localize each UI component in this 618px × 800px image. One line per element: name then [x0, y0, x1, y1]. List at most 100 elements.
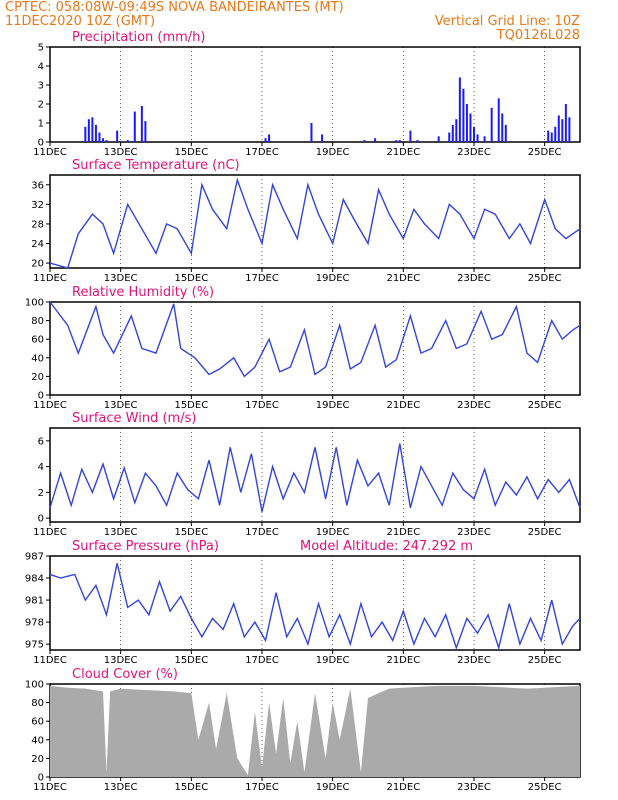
panel-5-xlabel: 17DEC [245, 655, 279, 666]
panel-2-ylabel: 28 [31, 219, 44, 230]
panel-4-ylabel: 0 [38, 514, 44, 525]
panel-6-xlabel: 23DEC [457, 782, 491, 793]
panel-6-xlabel: 11DEC [33, 782, 67, 793]
panel-5-series-line [49, 563, 581, 651]
panel-1-bar [374, 138, 377, 142]
panel-1-bar [568, 117, 571, 142]
panel-6-ylabel: 40 [31, 735, 44, 746]
panel-6-ylabel: 20 [31, 754, 44, 765]
panel-1-bar [476, 134, 479, 142]
panel-1-xlabel: 19DEC [316, 147, 350, 158]
panel-1-xlabel: 21DEC [386, 147, 420, 158]
panel-1-bar [321, 134, 324, 142]
panel-4-ylabel: 6 [38, 436, 44, 447]
panel-4-title: Surface Wind (m/s) [72, 411, 196, 426]
panel-2-xlabel: 17DEC [245, 273, 279, 284]
panel-2-title: Surface Temperature (nC) [72, 158, 240, 173]
panel-1-xlabel: 13DEC [104, 147, 138, 158]
panel-2-ylabel: 32 [31, 200, 44, 211]
panel-4-xlabel: 23DEC [457, 527, 491, 538]
panel-5-xlabel: 23DEC [457, 655, 491, 666]
panel-6-xlabel: 15DEC [174, 782, 208, 793]
panel-1-frame [49, 46, 581, 143]
panel-1-bar [497, 98, 500, 142]
panel-1-bar [140, 105, 143, 142]
panel-1-bar [490, 107, 493, 142]
panel-3-title: Relative Humidity (%) [72, 285, 214, 300]
panel-3-xlabel: 17DEC [245, 400, 279, 411]
panel-3-ylabel: 80 [31, 316, 44, 327]
panel-1-bar [448, 132, 451, 142]
panel-1-bar [116, 130, 119, 142]
panel-6-xlabel: 19DEC [316, 782, 350, 793]
panel-5-ylabel: 975 [25, 640, 44, 651]
panel-1-bar [451, 124, 454, 142]
panel-5-xlabel: 21DEC [386, 655, 420, 666]
panel-1-bar [144, 121, 147, 142]
panel-5-ylabel: 981 [25, 596, 44, 607]
panel-6-xlabel: 25DEC [528, 782, 562, 793]
panel-3-ylabel: 60 [31, 335, 44, 346]
panel-4-frame [49, 427, 581, 523]
panel-2-series-line [49, 177, 581, 269]
panel-2-xlabel: 11DEC [33, 273, 67, 284]
panel-1-bar [554, 126, 557, 142]
panel-3-ylabel: 40 [31, 353, 44, 364]
panel-1-ylabel: 5 [38, 43, 44, 54]
panel-1-xlabel: 25DEC [528, 147, 562, 158]
panel-1-ylabel: 2 [38, 100, 44, 111]
panel-1-bar [564, 104, 567, 142]
panel-2-frame [49, 174, 581, 269]
panel-3-frame [49, 301, 581, 396]
header-model-code: TQ0126L028 [496, 28, 580, 43]
panel-4-xlabel: 25DEC [528, 527, 562, 538]
panel-2-xlabel: 23DEC [457, 273, 491, 284]
panel-3-xlabel: 13DEC [104, 400, 138, 411]
panel-1-bar [547, 130, 550, 142]
panel-1-bar [91, 117, 94, 142]
panel-1-xlabel: 23DEC [457, 147, 491, 158]
panel-1-bar [87, 119, 90, 142]
panel-1-bar [94, 124, 97, 142]
panel-3-xlabel: 23DEC [457, 400, 491, 411]
panel-6-xlabel: 21DEC [386, 782, 420, 793]
panel-1-bar [84, 126, 87, 142]
panel-1-bar [264, 138, 267, 142]
panel-6-ylabel: 80 [31, 698, 44, 709]
panel-5: 11DEC 13DEC 15DEC 17DEC 19DEC 21DEC 23DEC 25DEC… [25, 539, 581, 666]
panel-1-bar [363, 140, 366, 142]
panel-6-xlabel: 13DEC [104, 782, 138, 793]
panel-3-ylabel: 0 [38, 391, 44, 402]
panel-5-title: Surface Pressure (hPa) [72, 539, 219, 554]
panel-3-series-line [49, 301, 581, 378]
panel-6-ylabel: 0 [38, 773, 44, 784]
panel-5-ylabel: 984 [25, 574, 44, 585]
panel-2-ylabel: 36 [31, 180, 44, 191]
header-grid-note: Vertical Grid Line: 10Z [435, 14, 580, 29]
panel-1-ylabel: 0 [38, 138, 44, 149]
panel-1-xlabel: 15DEC [174, 147, 208, 158]
panel-4-xlabel: 17DEC [245, 527, 279, 538]
panel-3-ylabel: 20 [31, 372, 44, 383]
panel-3-xlabel: 19DEC [316, 400, 350, 411]
panel-4-xlabel: 15DEC [174, 527, 208, 538]
panel-5-xlabel: 19DEC [316, 655, 350, 666]
panel-1-bar [102, 138, 104, 142]
panel-4-ylabel: 4 [38, 462, 44, 473]
panel-1-xlabel: 11DEC [33, 147, 67, 158]
panel-1-bar [455, 119, 458, 142]
panel-3: 11DEC 13DEC 15DEC 17DEC 19DEC 21DEC 23DEC 25DEC… [25, 285, 581, 411]
panel-1-bar [395, 140, 398, 142]
panel-1-bar [310, 123, 313, 142]
header-station: CPTEC: 058:08W-09:49S NOVA BANDEIRANTES … [5, 0, 344, 15]
panel-5-frame [49, 555, 581, 651]
panel-4-xlabel: 13DEC [104, 527, 138, 538]
panel-1-bar [465, 104, 468, 142]
panel-1-ylabel: 3 [38, 81, 44, 92]
panel-4-xlabel: 21DEC [386, 527, 420, 538]
panel-1: 11DEC 13DEC 15DEC 17DEC 19DEC 21DEC 23DEC 25DEC… [33, 30, 581, 158]
panel-2-ylabel: 24 [31, 239, 44, 250]
panel-6-title: Cloud Cover (%) [72, 667, 178, 682]
panel-1-bar [133, 111, 136, 142]
